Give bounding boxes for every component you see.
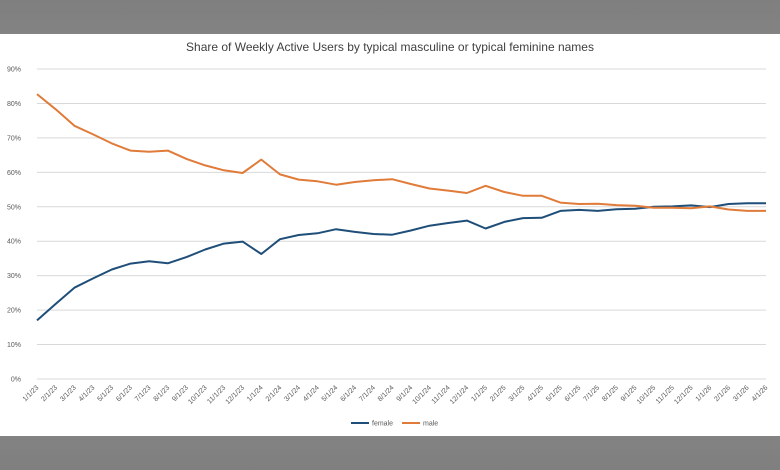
- x-tick-label: 5/1/24: [321, 384, 340, 403]
- y-axis-ticks: 0% 10% 20% 30% 40% 50% 60% 70% 80% 90%: [7, 67, 21, 384]
- x-tick-label: 6/1/24: [339, 384, 358, 403]
- x-tick-label: 4/1/23: [78, 384, 97, 403]
- legend-label-female: female: [372, 421, 393, 428]
- x-tick-label: 12/1/23: [225, 384, 247, 406]
- x-tick-label: 1/1/25: [470, 384, 489, 403]
- x-tick-label: 2/1/25: [489, 384, 508, 403]
- x-tick-label: 4/1/25: [526, 384, 545, 403]
- series-line-male: [36, 93, 766, 212]
- y-tick-label: 80%: [7, 101, 21, 108]
- x-tick-label: 7/1/23: [134, 384, 153, 403]
- y-tick-label: 90%: [7, 67, 21, 74]
- x-tick-label: 3/1/23: [59, 384, 78, 403]
- x-tick-label: 12/1/24: [449, 384, 471, 406]
- y-tick-label: 20%: [7, 308, 21, 315]
- chart-panel: Share of Weekly Active Users by typical …: [0, 34, 780, 436]
- x-tick-label: 11/1/24: [431, 384, 452, 405]
- series-lines: [36, 93, 766, 322]
- x-tick-label: 3/1/24: [283, 384, 302, 403]
- x-tick-label: 4/1/26: [751, 384, 770, 403]
- y-tick-label: 10%: [7, 342, 21, 349]
- x-tick-label: 5/1/23: [96, 384, 115, 403]
- line-chart: Share of Weekly Active Users by typical …: [7, 40, 770, 428]
- y-tick-label: 60%: [7, 170, 21, 177]
- chart-title: Share of Weekly Active Users by typical …: [186, 40, 594, 54]
- x-tick-label: 10/1/25: [636, 384, 658, 406]
- y-tick-label: 50%: [7, 204, 21, 211]
- x-tick-label: 1/1/26: [695, 384, 714, 403]
- x-tick-label: 6/1/23: [115, 384, 134, 403]
- series-line-female: [36, 202, 766, 322]
- x-tick-label: 12/1/25: [673, 384, 695, 406]
- x-tick-label: 8/1/23: [153, 384, 172, 403]
- x-tick-label: 7/1/24: [358, 384, 377, 403]
- legend-label-male: male: [423, 421, 438, 428]
- x-tick-label: 10/1/23: [187, 384, 209, 406]
- x-tick-label: 10/1/24: [411, 384, 433, 406]
- y-tick-label: 30%: [7, 273, 21, 280]
- x-tick-label: 3/1/26: [732, 384, 751, 403]
- x-tick-label: 2/1/24: [265, 384, 284, 403]
- gridlines: [37, 68, 766, 380]
- x-tick-label: 11/1/23: [206, 384, 227, 405]
- y-tick-label: 70%: [7, 135, 21, 142]
- y-tick-label: 0%: [11, 377, 21, 384]
- x-tick-label: 7/1/25: [582, 384, 601, 403]
- x-tick-label: 1/1/24: [246, 384, 265, 403]
- x-tick-label: 1/1/23: [22, 384, 41, 403]
- legend: female male: [351, 421, 438, 428]
- x-tick-label: 3/1/25: [508, 384, 527, 403]
- x-tick-label: 5/1/25: [545, 384, 564, 403]
- x-tick-label: 2/1/26: [713, 384, 732, 403]
- x-tick-label: 8/1/25: [601, 384, 620, 403]
- x-tick-label: 2/1/23: [40, 384, 59, 403]
- y-tick-label: 40%: [7, 239, 21, 246]
- x-tick-label: 6/1/25: [564, 384, 583, 403]
- x-tick-label: 11/1/25: [655, 384, 676, 405]
- x-axis-ticks: 1/1/23 2/1/23 3/1/23 4/1/23 5/1/23 6/1/23 7/1/…: [22, 384, 770, 406]
- x-tick-label: 4/1/24: [302, 384, 321, 403]
- x-tick-label: 8/1/24: [377, 384, 396, 403]
